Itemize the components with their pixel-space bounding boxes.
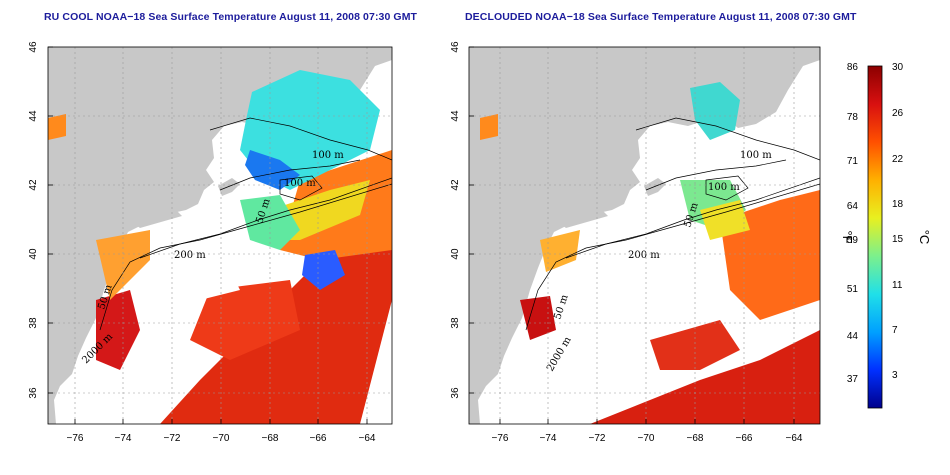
fahrenheit-tick-label: 37 — [847, 374, 859, 385]
lon-tick-label: −70 — [638, 433, 655, 444]
sst-mid-warm — [190, 280, 300, 360]
sst-cold-pool — [245, 150, 300, 190]
sst-nj-coast — [96, 230, 150, 300]
fahrenheit-tick-label: 59 — [847, 235, 859, 246]
fahrenheit-unit-label: °F — [840, 230, 855, 243]
sst-gulf-stream — [590, 330, 820, 424]
sst-cold-slope — [302, 250, 345, 290]
sst-gulf-of-maine — [690, 82, 740, 140]
lon-tick-label: −64 — [359, 433, 376, 444]
map-panel-declouded: 100 m 100 m 50 m 200 m 50 m 2000 m — [450, 41, 821, 444]
map-frame — [47, 46, 393, 425]
panel-title-raw: RU COOL NOAA−18 Sea Surface Temperature … — [44, 11, 418, 23]
lon-tick-label: −76 — [67, 433, 84, 444]
celsius-tick-label: 30 — [892, 62, 904, 73]
graticule — [48, 47, 392, 424]
lon-tick-labels: −76 −74 −72 −70 −68 −66 −64 — [67, 433, 376, 444]
lat-tick-label: 40 — [450, 248, 461, 260]
isobath-label: 200 m — [174, 250, 206, 261]
colorbar-left-ticks: 86 78 71 64 59 51 44 37 — [847, 62, 859, 385]
lon-tick-label: −74 — [115, 433, 132, 444]
sst-mid-warm — [650, 320, 740, 370]
colorbar-gradient — [867, 65, 883, 409]
map-frame — [468, 46, 821, 425]
lon-tick-label: −70 — [213, 433, 230, 444]
fahrenheit-tick-label: 44 — [847, 331, 859, 342]
panel-title-declouded: DECLOUDED NOAA−18 Sea Surface Temperatur… — [465, 11, 857, 23]
sst-yellow-front — [700, 200, 750, 240]
lat-tick-label: 42 — [28, 179, 39, 191]
lat-tick-label: 42 — [450, 179, 461, 191]
cape-cod — [218, 178, 240, 196]
isobath-label: 200 m — [628, 250, 660, 261]
isobath-label: 100 m — [740, 150, 772, 161]
cape-cod — [644, 178, 666, 196]
axis-ticks — [469, 46, 795, 424]
fahrenheit-tick-label: 86 — [847, 62, 859, 73]
celsius-tick-label: 26 — [892, 108, 904, 119]
isobath-label: 100 m — [284, 178, 316, 189]
lat-tick-label: 40 — [28, 248, 39, 260]
lon-tick-label: −68 — [262, 433, 279, 444]
lon-tick-label: −76 — [492, 433, 509, 444]
celsius-unit-label: °C — [917, 230, 932, 245]
colorbar: 86 78 71 64 59 51 44 37 30 26 22 18 15 1… — [840, 62, 932, 409]
sst-nearshore-warm — [520, 296, 556, 340]
sst-nj-coast — [540, 230, 580, 272]
lon-tick-label: −66 — [310, 433, 327, 444]
lat-tick-label: 36 — [28, 387, 39, 399]
celsius-tick-label: 22 — [892, 154, 904, 165]
lat-tick-labels: 46 44 42 40 38 36 — [450, 41, 461, 399]
axis-ticks — [48, 46, 368, 424]
lon-tick-label: −68 — [687, 433, 704, 444]
lon-tick-label: −72 — [164, 433, 181, 444]
sst-warm-patch-nw — [480, 114, 498, 140]
fahrenheit-tick-label: 64 — [847, 201, 859, 212]
graticule — [469, 47, 820, 424]
lat-tick-label: 44 — [450, 110, 461, 122]
lat-tick-label: 38 — [28, 317, 39, 329]
long-island — [558, 210, 608, 228]
fahrenheit-tick-label: 78 — [847, 112, 859, 123]
lon-tick-label: −72 — [589, 433, 606, 444]
lon-tick-label: −74 — [540, 433, 557, 444]
lat-tick-label: 44 — [28, 110, 39, 122]
map-panel-raw: 100 m 100 m 50 m 200 m 50 m 2000 m — [28, 41, 393, 444]
sst-nearshore-warm — [96, 290, 140, 370]
celsius-tick-label: 3 — [892, 370, 898, 381]
lat-tick-labels: 46 44 42 40 38 36 — [28, 41, 39, 399]
lon-tick-labels: −76 −74 −72 −70 −68 −66 −64 — [492, 433, 803, 444]
long-island — [132, 210, 182, 228]
lat-tick-label: 36 — [450, 387, 461, 399]
celsius-tick-label: 15 — [892, 234, 904, 245]
isobath-label: 100 m — [312, 150, 344, 161]
lon-tick-label: −66 — [736, 433, 753, 444]
isobath-contours — [99, 117, 392, 331]
land-mass — [48, 47, 392, 424]
sst-warm-patch-nw — [48, 114, 66, 140]
colorbar-right-ticks: 30 26 22 18 15 11 7 3 — [892, 62, 904, 381]
land-mass — [469, 47, 820, 424]
lat-tick-label: 46 — [28, 41, 39, 53]
fahrenheit-tick-label: 51 — [847, 284, 859, 295]
lat-tick-label: 46 — [450, 41, 461, 53]
fahrenheit-tick-label: 71 — [847, 156, 859, 167]
isobath-contours — [525, 117, 820, 331]
sst-cloud-gaps — [160, 250, 240, 300]
celsius-tick-label: 7 — [892, 325, 898, 336]
lat-tick-label: 38 — [450, 317, 461, 329]
celsius-tick-label: 18 — [892, 199, 904, 210]
celsius-tick-label: 11 — [892, 280, 903, 291]
lon-tick-label: −64 — [786, 433, 803, 444]
isobath-label: 100 m — [708, 182, 740, 193]
